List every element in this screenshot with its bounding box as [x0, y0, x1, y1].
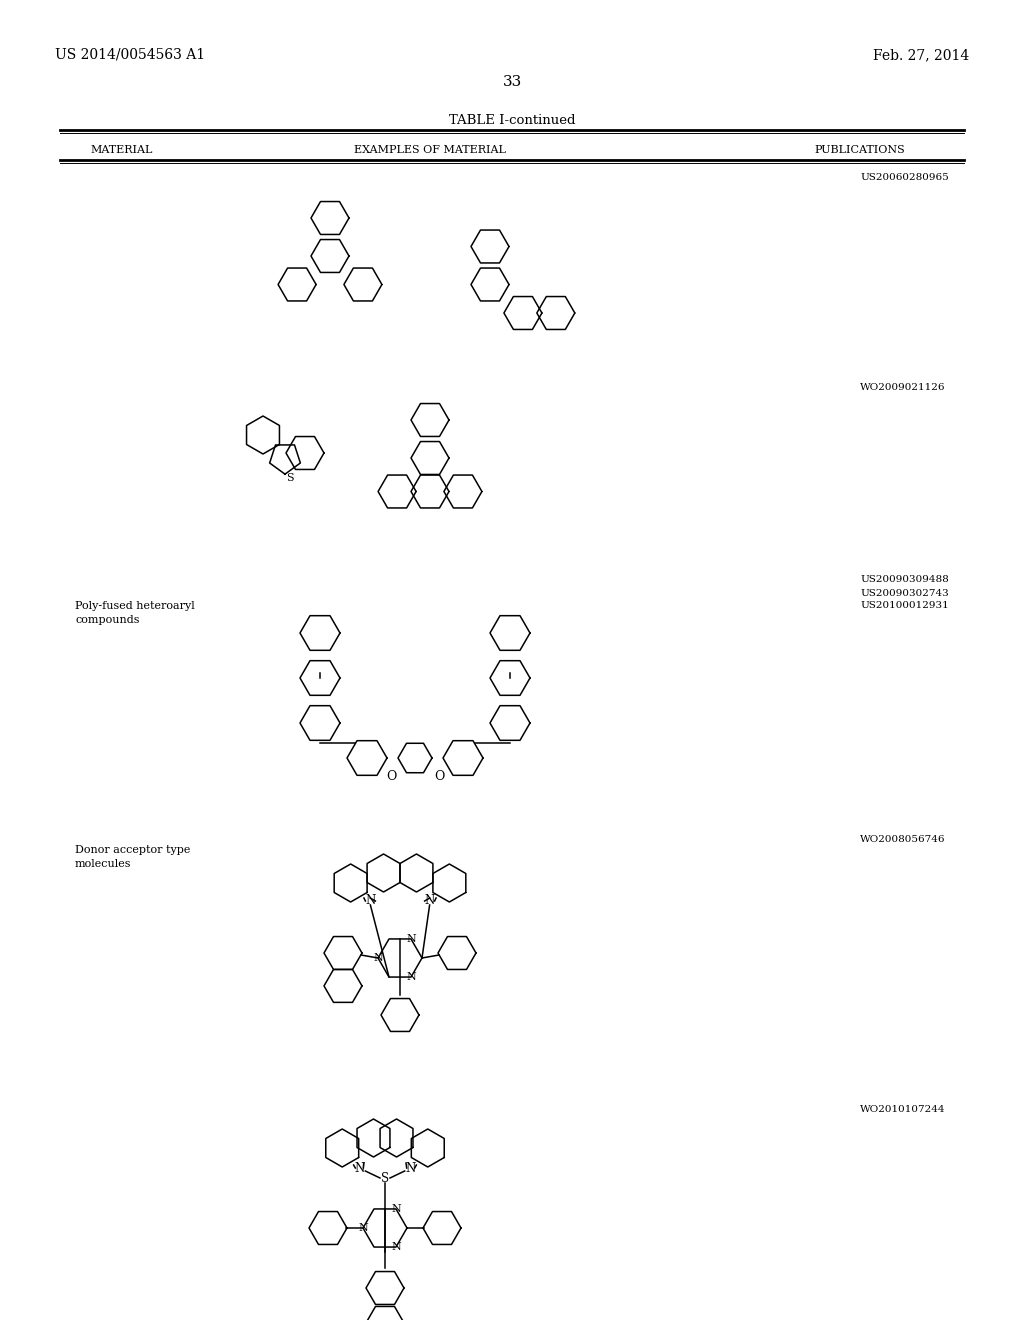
Text: Poly-fused heteroaryl: Poly-fused heteroaryl — [75, 601, 195, 611]
Text: US20060280965: US20060280965 — [860, 173, 949, 182]
Text: US20090302743: US20090302743 — [860, 589, 949, 598]
Text: N: N — [366, 895, 376, 908]
Text: US20090309488: US20090309488 — [860, 576, 949, 585]
Text: N: N — [406, 1162, 416, 1175]
Text: TABLE I-continued: TABLE I-continued — [449, 114, 575, 127]
Text: Donor acceptor type: Donor acceptor type — [75, 845, 190, 855]
Text: WO2010107244: WO2010107244 — [860, 1106, 945, 1114]
Text: N: N — [391, 1204, 400, 1214]
Text: WO2009021126: WO2009021126 — [860, 384, 945, 392]
Text: EXAMPLES OF MATERIAL: EXAMPLES OF MATERIAL — [354, 145, 506, 154]
Text: N: N — [425, 895, 435, 908]
Text: Feb. 27, 2014: Feb. 27, 2014 — [872, 48, 969, 62]
Text: N: N — [407, 935, 416, 944]
Text: compounds: compounds — [75, 615, 139, 624]
Text: molecules: molecules — [75, 859, 131, 869]
Text: WO2008056746: WO2008056746 — [860, 836, 945, 845]
Text: MATERIAL: MATERIAL — [90, 145, 153, 154]
Text: PUBLICATIONS: PUBLICATIONS — [815, 145, 905, 154]
Text: US20100012931: US20100012931 — [860, 602, 949, 610]
Text: N: N — [373, 953, 383, 964]
Text: S: S — [381, 1172, 389, 1184]
Text: N: N — [358, 1224, 368, 1233]
Text: N: N — [407, 972, 416, 982]
Text: N: N — [354, 1162, 365, 1175]
Text: O: O — [386, 770, 396, 783]
Text: O: O — [434, 770, 444, 783]
Text: N: N — [391, 1242, 400, 1253]
Text: US 2014/0054563 A1: US 2014/0054563 A1 — [55, 48, 205, 62]
Text: 33: 33 — [503, 75, 521, 88]
Text: S: S — [286, 473, 294, 483]
